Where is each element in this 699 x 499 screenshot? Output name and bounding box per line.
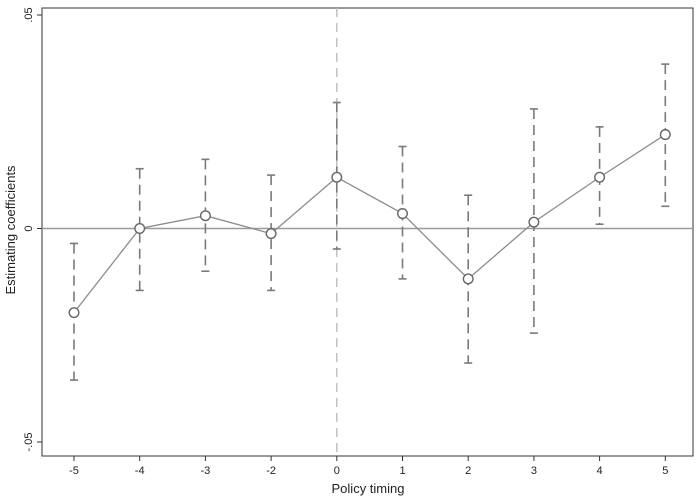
reference-lines xyxy=(42,8,693,456)
point-markers xyxy=(68,129,671,319)
x-tick-label: -5 xyxy=(69,465,79,477)
x-tick-label: -3 xyxy=(201,465,211,477)
series-line xyxy=(73,134,666,314)
coefficient-point xyxy=(331,171,343,183)
coefficient-point xyxy=(594,171,606,183)
coefficient-point xyxy=(134,222,146,234)
y-tick-labels: .05 0 -.05 xyxy=(23,7,42,451)
coefficient-point xyxy=(397,208,409,220)
x-tick-label: -2 xyxy=(266,465,276,477)
x-tick-label: 2 xyxy=(465,465,471,477)
x-tick-label: 1 xyxy=(399,465,405,477)
y-tick-label: -.05 xyxy=(23,433,35,452)
y-axis-title: Estimating coefficients xyxy=(3,165,18,295)
y-tick-label: .05 xyxy=(23,7,35,22)
x-tick-label: 3 xyxy=(531,465,537,477)
error-bars xyxy=(70,63,670,381)
coefficient-point xyxy=(265,228,277,240)
x-tick-label: 4 xyxy=(597,465,603,477)
axes xyxy=(41,7,694,457)
plot-frame xyxy=(41,7,694,457)
coefficient-point xyxy=(659,129,671,141)
x-tick-labels: -5 -4 -3 -2 0 1 2 3 4 5 xyxy=(69,456,668,477)
coefficient-point xyxy=(68,307,80,319)
x-tick-label: -4 xyxy=(135,465,145,477)
coefficient-point xyxy=(199,210,211,222)
coefficient-line xyxy=(73,134,666,314)
x-tick-label: 5 xyxy=(662,465,668,477)
y-tick-label: 0 xyxy=(23,225,35,231)
coefficient-point xyxy=(528,216,540,228)
coefficient-point xyxy=(462,273,474,285)
x-tick-label: 0 xyxy=(334,465,340,477)
x-axis-title: Policy timing xyxy=(332,481,405,496)
